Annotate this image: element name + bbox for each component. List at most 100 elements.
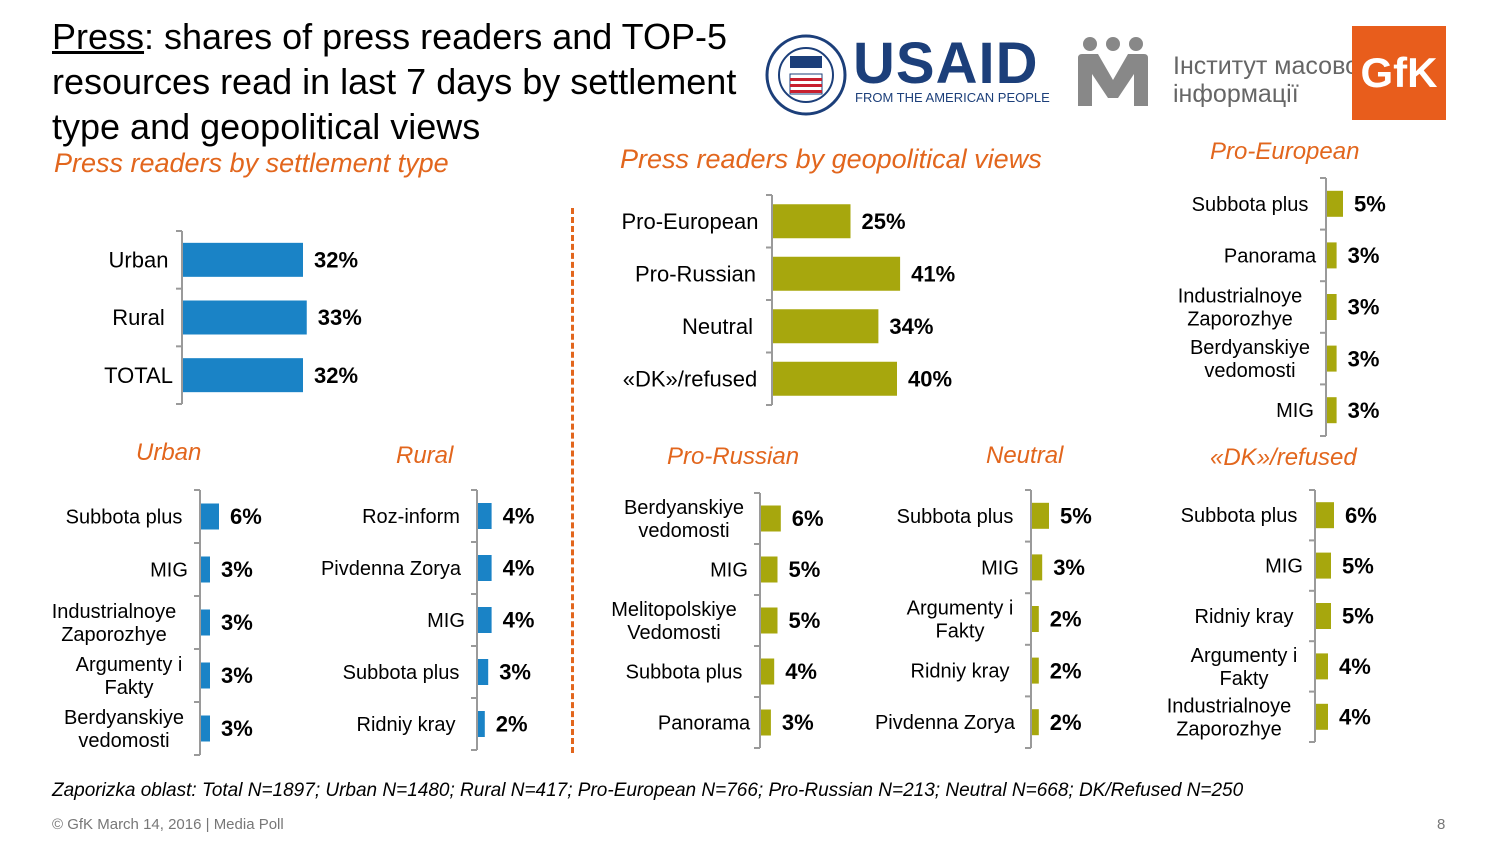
gfk-logo: GfK bbox=[1352, 26, 1446, 120]
title-rest: : shares of press readers and TOP-5 reso… bbox=[52, 16, 737, 147]
value-label: 3% bbox=[221, 610, 253, 635]
bar bbox=[201, 556, 210, 583]
value-label: 3% bbox=[1348, 398, 1380, 423]
bar bbox=[183, 300, 307, 335]
chart-settlement: Urban 32% Rural 33% TOTAL 32% bbox=[104, 230, 362, 405]
value-label: 4% bbox=[503, 504, 535, 529]
imi-text-line2: інформації bbox=[1173, 80, 1299, 108]
value-label: 6% bbox=[1345, 503, 1377, 528]
category-label: Pivdenna Zorya bbox=[321, 558, 462, 580]
value-label: 3% bbox=[782, 710, 814, 735]
value-label: 5% bbox=[1060, 504, 1092, 529]
category-label: Panorama bbox=[658, 713, 751, 735]
footer-page-number: 8 bbox=[1437, 816, 1446, 833]
subtitle-pro-russian: Pro-Russian bbox=[667, 443, 800, 470]
category-label: Argumenty i Fakty bbox=[907, 598, 1014, 643]
chart-geopolitical: Pro-European 25% Pro-Russian 41% Neutral 34% «… bbox=[622, 194, 955, 406]
bar bbox=[201, 503, 219, 530]
value-label: 2% bbox=[1050, 607, 1082, 632]
bar bbox=[1327, 190, 1343, 217]
page-title: Press: shares of press readers and TOP-5… bbox=[52, 14, 752, 149]
imi-logo-icon bbox=[1078, 37, 1148, 106]
category-label: MIG bbox=[1265, 556, 1303, 578]
category-label: Subbota plus bbox=[1181, 505, 1298, 527]
bar bbox=[773, 256, 901, 291]
bar bbox=[201, 662, 210, 689]
value-label: 4% bbox=[503, 556, 535, 581]
usaid-logo-text: USAID bbox=[853, 31, 1039, 96]
bar bbox=[183, 242, 303, 277]
value-label: 3% bbox=[1348, 243, 1380, 268]
category-label: Industrialnoye Zaporozhye bbox=[52, 601, 177, 646]
value-label: 2% bbox=[496, 712, 528, 737]
value-label: 4% bbox=[1339, 654, 1371, 679]
value-label: 6% bbox=[230, 504, 262, 529]
category-label: Argumenty i Fakty bbox=[1191, 645, 1298, 690]
value-label: 2% bbox=[1050, 710, 1082, 735]
category-label: Pivdenna Zorya bbox=[875, 712, 1016, 734]
category-label: Ridniy kray bbox=[357, 714, 456, 736]
title-underlined: Press bbox=[52, 16, 145, 57]
bar bbox=[761, 658, 775, 685]
bar bbox=[761, 556, 778, 583]
bar bbox=[773, 204, 851, 239]
category-label: MIG bbox=[150, 560, 188, 582]
category-label: MIG bbox=[1276, 400, 1314, 422]
bar bbox=[1032, 606, 1039, 632]
value-label: 5% bbox=[789, 557, 821, 582]
bar bbox=[773, 361, 897, 396]
category-label: Subbota plus bbox=[343, 662, 460, 684]
bar bbox=[1327, 345, 1337, 372]
value-label: 3% bbox=[221, 716, 253, 741]
bar bbox=[1032, 657, 1039, 684]
category-label: Industrialnoye Zaporozhye bbox=[1178, 286, 1303, 331]
category-label: Argumenty i Fakty bbox=[76, 654, 183, 699]
category-label: Subbota plus bbox=[626, 662, 743, 684]
category-label: Berdyanskiye vedomosti bbox=[64, 707, 184, 752]
bar bbox=[1316, 603, 1331, 629]
value-label: 4% bbox=[1339, 705, 1371, 730]
category-label: «DK»/refused bbox=[623, 366, 758, 391]
value-label: 4% bbox=[785, 659, 817, 684]
category-label: Melitopolskiye Vedomosti bbox=[611, 599, 737, 644]
imi-text-line1: Інститут масової bbox=[1173, 52, 1366, 80]
value-label: 34% bbox=[889, 314, 933, 339]
chart-pro-european: Subbota plus 5% Panorama 3% Industrialnoye Za… bbox=[1178, 177, 1386, 437]
subtitle-urban: Urban bbox=[136, 439, 202, 466]
category-label: Berdyanskiye vedomosti bbox=[624, 497, 744, 542]
subtitle-neutral: Neutral bbox=[986, 442, 1064, 469]
value-label: 3% bbox=[221, 557, 253, 582]
category-label: Subbota plus bbox=[897, 506, 1014, 528]
bar bbox=[1327, 294, 1337, 320]
category-label: Pro-European bbox=[622, 209, 759, 234]
value-label: 32% bbox=[314, 363, 358, 388]
value-label: 5% bbox=[1342, 604, 1374, 629]
category-label: Urban bbox=[109, 248, 169, 273]
chart-dk-refused: Subbota plus 6% MIG 5% Ridniy kray 5% Argument… bbox=[1167, 489, 1377, 743]
bar bbox=[478, 607, 492, 633]
value-label: 5% bbox=[1342, 553, 1374, 578]
value-label: 33% bbox=[318, 305, 362, 330]
bar bbox=[1327, 242, 1337, 269]
subtitle-pro-european: Pro-European bbox=[1210, 138, 1360, 165]
value-label: 6% bbox=[792, 506, 824, 531]
value-label: 3% bbox=[1348, 295, 1380, 320]
category-label: Ridniy kray bbox=[1195, 606, 1294, 628]
bar bbox=[1032, 502, 1049, 529]
bar bbox=[1032, 554, 1043, 581]
bar bbox=[1327, 397, 1337, 424]
bar bbox=[1316, 703, 1328, 730]
chart-rural: Roz-inform 4% Pivdenna Zorya 4% MIG 4% Subbota… bbox=[321, 489, 535, 751]
value-label: 5% bbox=[789, 608, 821, 633]
bar bbox=[1032, 709, 1039, 736]
category-label: Panorama bbox=[1224, 245, 1317, 267]
bar bbox=[1316, 502, 1334, 529]
category-label: Rural bbox=[112, 305, 165, 330]
bar bbox=[773, 309, 879, 344]
bar bbox=[478, 555, 492, 581]
value-label: 3% bbox=[1053, 555, 1085, 580]
bar bbox=[201, 715, 210, 742]
value-label: 3% bbox=[1348, 346, 1380, 371]
bar bbox=[761, 709, 771, 736]
footnote: Zaporizka oblast: Total N=1897; Urban N=… bbox=[52, 780, 1244, 801]
